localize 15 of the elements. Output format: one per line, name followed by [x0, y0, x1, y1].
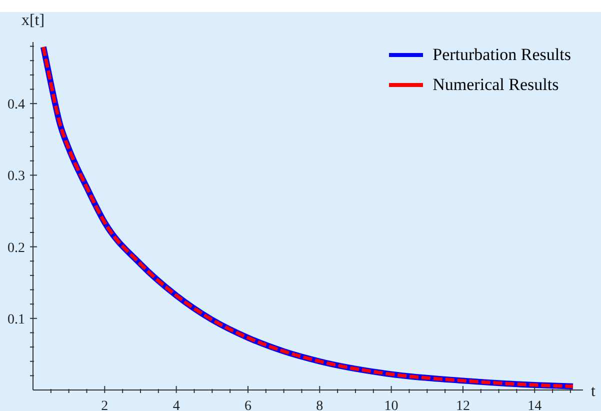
y-tick-label: 0.1 — [8, 312, 25, 328]
y-tick-label: 0.4 — [8, 98, 25, 113]
legend-label: Perturbation Results — [432, 45, 571, 65]
x-tick-label: 12 — [456, 399, 470, 411]
y-tick-label: 0.2 — [8, 240, 25, 256]
x-tick-label: 10 — [384, 399, 398, 411]
y-axis-title: x[t] — [21, 12, 45, 29]
x-axis-title: t — [591, 383, 596, 400]
x-tick-label: 14 — [528, 399, 542, 411]
x-tick-label: 4 — [172, 399, 180, 411]
x-tick-label: 6 — [244, 399, 252, 411]
y-tick-label: 0.3 — [8, 169, 25, 184]
x-tick-label: 8 — [316, 399, 324, 411]
legend-label: Numerical Results — [432, 75, 559, 95]
x-tick-label: 2 — [101, 399, 108, 411]
